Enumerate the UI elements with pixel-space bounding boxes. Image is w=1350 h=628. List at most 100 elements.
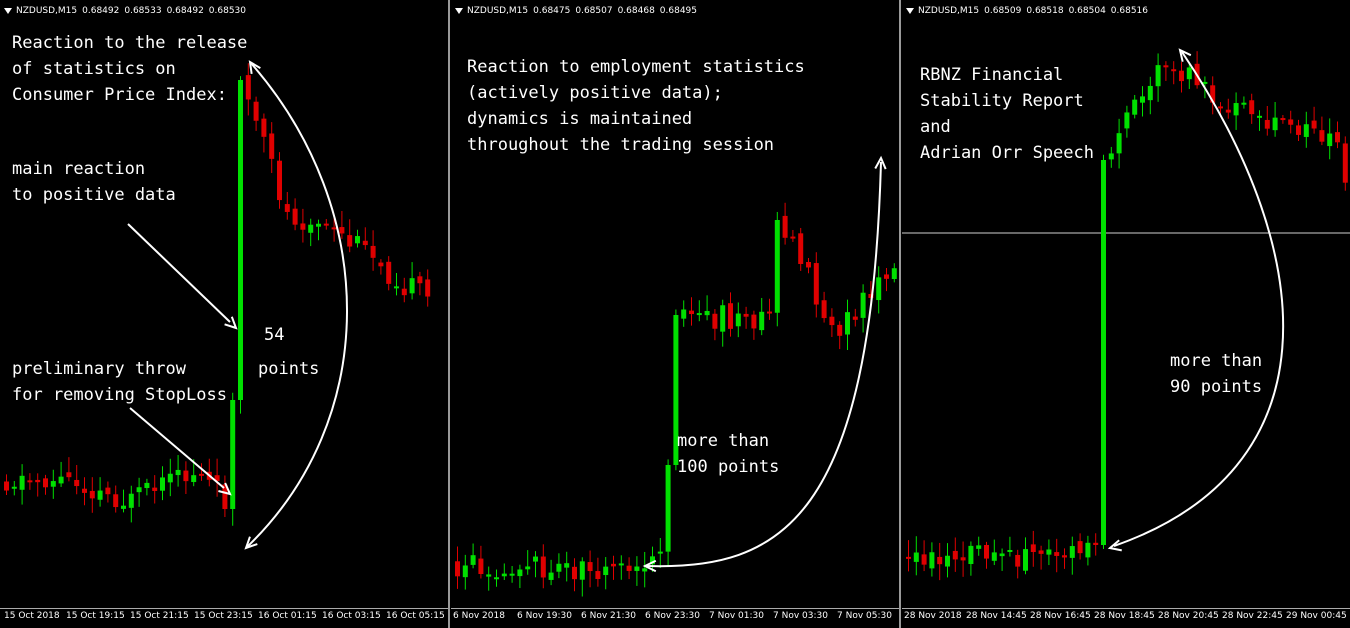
chart-panel-employment[interactable]: NZDUSD,M15 0.68475 0.68507 0.68468 0.68495 R… [451, 0, 899, 628]
candle-body [160, 477, 165, 491]
candle-body [323, 223, 329, 226]
candle-body [1303, 124, 1309, 137]
candle-body [689, 310, 694, 315]
candle-body [1186, 67, 1192, 80]
annotation-line: Reaction to the release [12, 33, 248, 53]
candle [587, 550, 593, 588]
candle [394, 272, 399, 296]
candle [386, 256, 392, 291]
candle-body [167, 473, 173, 483]
candle-body [868, 293, 874, 298]
candle-body [984, 544, 989, 559]
candle [323, 219, 329, 230]
candle-body [462, 565, 468, 578]
candle-body [261, 118, 267, 137]
candle-body [579, 561, 585, 580]
candle-body [751, 314, 757, 329]
candle [991, 539, 997, 566]
candle [1140, 86, 1145, 117]
annotation-line: for removing StopLoss [12, 385, 227, 405]
time-tick: 16 Oct 03:15 [322, 611, 381, 621]
candle-body [603, 566, 609, 576]
candle-body [144, 482, 150, 489]
candle [712, 309, 718, 341]
candlestick-chart[interactable] [0, 0, 448, 608]
candle [720, 299, 726, 347]
dropdown-triangle-icon[interactable] [455, 7, 463, 14]
candle [782, 202, 788, 245]
candle-body [712, 313, 718, 329]
candle [759, 297, 765, 336]
time-axis: 28 Nov 2018 28 Nov 14:45 28 Nov 16:45 28… [902, 608, 1350, 628]
candle-body [4, 481, 9, 491]
candle [478, 545, 484, 579]
candle-body [1272, 117, 1278, 131]
candle [277, 152, 282, 209]
candle [1225, 98, 1231, 119]
candle [462, 554, 468, 590]
candle [1046, 539, 1052, 566]
candle-body [642, 568, 648, 572]
candle-body [1015, 554, 1021, 567]
candle [1311, 106, 1317, 134]
candle [618, 555, 624, 580]
candle-body [1077, 541, 1083, 554]
annotation-line: 54 [264, 325, 285, 345]
candle-body [222, 484, 228, 509]
candle-body [478, 558, 484, 575]
candle-body [556, 563, 562, 572]
candle-body [347, 235, 353, 247]
symbol-label: NZDUSD,M15 [918, 6, 980, 16]
candle [74, 465, 80, 495]
candle [245, 63, 251, 116]
candle-body [634, 566, 640, 571]
arrow-head [248, 60, 261, 75]
candle [35, 473, 41, 497]
symbol-label: NZDUSD,M15 [467, 6, 529, 16]
high-quote: 0.68507 [575, 6, 613, 16]
dropdown-triangle-icon[interactable] [4, 7, 12, 14]
candle-body [720, 305, 726, 332]
time-axis: 15 Oct 2018 15 Oct 19:15 15 Oct 21:15 15… [0, 608, 448, 628]
candle-body [409, 278, 415, 294]
candle-body [657, 551, 663, 554]
candle-body [1296, 125, 1301, 135]
time-tick: 6 Nov 2018 [453, 611, 505, 621]
candle-body [355, 236, 360, 244]
candle [984, 541, 989, 569]
panel-separator [899, 0, 901, 628]
annotation-line: Adrian Orr Speech [920, 143, 1094, 163]
candle [960, 541, 966, 577]
candle-body [1218, 106, 1223, 109]
chart-panel-cpi[interactable]: NZDUSD,M15 0.68492 0.68533 0.68492 0.68530 R… [0, 0, 448, 628]
candle [603, 557, 609, 590]
candle-body [960, 557, 966, 561]
candle-body [1342, 143, 1348, 183]
candle [58, 461, 64, 487]
candle-body [891, 268, 897, 280]
time-tick: 6 Nov 21:30 [581, 611, 636, 621]
candle [774, 211, 780, 327]
candle-body [1335, 132, 1340, 143]
candle-body [1241, 102, 1247, 105]
candle-body [1132, 99, 1138, 115]
candle [852, 308, 858, 327]
candle [1280, 115, 1286, 124]
candle [548, 559, 554, 586]
candle [829, 308, 835, 337]
time-tick: 6 Nov 19:30 [517, 611, 572, 621]
candle-body [595, 571, 601, 579]
candle [509, 566, 515, 583]
candlestick-chart[interactable] [902, 0, 1350, 608]
candlestick-chart[interactable] [451, 0, 899, 608]
dropdown-triangle-icon[interactable] [906, 7, 914, 14]
low-quote: 0.68504 [1068, 6, 1106, 16]
candle [269, 122, 275, 174]
candle [921, 540, 927, 572]
candle-body [253, 101, 259, 121]
candle [1171, 61, 1177, 85]
chart-panel-rbnz[interactable]: NZDUSD,M15 0.68509 0.68518 0.68504 0.68516 R… [902, 0, 1350, 628]
candle [579, 557, 585, 597]
candle [1085, 535, 1091, 566]
candle-body [1202, 81, 1208, 84]
